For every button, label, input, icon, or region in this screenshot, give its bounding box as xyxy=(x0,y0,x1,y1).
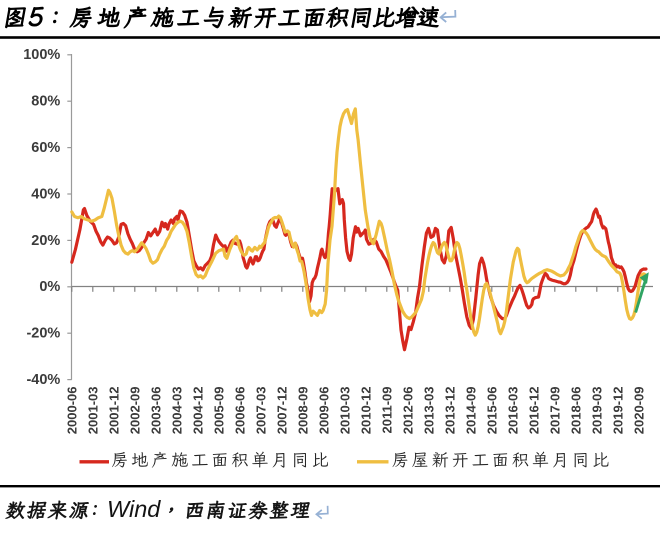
svg-text:2000-06: 2000-06 xyxy=(65,387,80,435)
svg-text:2002-09: 2002-09 xyxy=(128,387,143,435)
svg-text:0%: 0% xyxy=(39,279,60,295)
svg-text:20%: 20% xyxy=(31,233,60,249)
svg-text:2015-06: 2015-06 xyxy=(485,387,500,435)
svg-text:100%: 100% xyxy=(23,47,60,63)
svg-text:-40%: -40% xyxy=(26,372,60,388)
svg-text:2004-03: 2004-03 xyxy=(170,387,185,435)
svg-text:2019-12: 2019-12 xyxy=(611,387,626,435)
svg-text:2007-03: 2007-03 xyxy=(254,387,269,435)
svg-text:2019-03: 2019-03 xyxy=(590,387,605,435)
svg-text:2016-03: 2016-03 xyxy=(506,387,521,435)
svg-text:2017-09: 2017-09 xyxy=(548,387,563,435)
svg-text:2020-09: 2020-09 xyxy=(632,387,647,435)
svg-text:80%: 80% xyxy=(31,94,60,110)
svg-text:2005-09: 2005-09 xyxy=(212,387,227,435)
svg-text:2010-12: 2010-12 xyxy=(359,387,374,435)
svg-text:2001-03: 2001-03 xyxy=(86,387,101,435)
svg-text:2004-12: 2004-12 xyxy=(191,387,206,435)
svg-text:2006-06: 2006-06 xyxy=(233,387,248,435)
svg-text:2018-06: 2018-06 xyxy=(569,387,584,435)
svg-text:2013-12: 2013-12 xyxy=(443,387,458,435)
svg-text:2011-09: 2011-09 xyxy=(380,387,395,434)
svg-text:2016-12: 2016-12 xyxy=(527,387,542,435)
svg-text:60%: 60% xyxy=(31,140,60,156)
svg-text:2010-03: 2010-03 xyxy=(338,387,353,435)
svg-text:-20%: -20% xyxy=(26,326,60,342)
svg-text:2014-09: 2014-09 xyxy=(464,387,479,435)
svg-text:2003-06: 2003-06 xyxy=(149,387,164,435)
svg-text:Wind: Wind xyxy=(107,496,161,522)
svg-text:40%: 40% xyxy=(31,186,60,202)
svg-text:2012-06: 2012-06 xyxy=(401,387,416,435)
svg-text:2001-12: 2001-12 xyxy=(107,387,122,435)
svg-text:2009-06: 2009-06 xyxy=(317,387,332,435)
svg-text:2007-12: 2007-12 xyxy=(275,387,290,435)
svg-text:2013-03: 2013-03 xyxy=(422,387,437,435)
svg-text:2008-09: 2008-09 xyxy=(296,387,311,435)
